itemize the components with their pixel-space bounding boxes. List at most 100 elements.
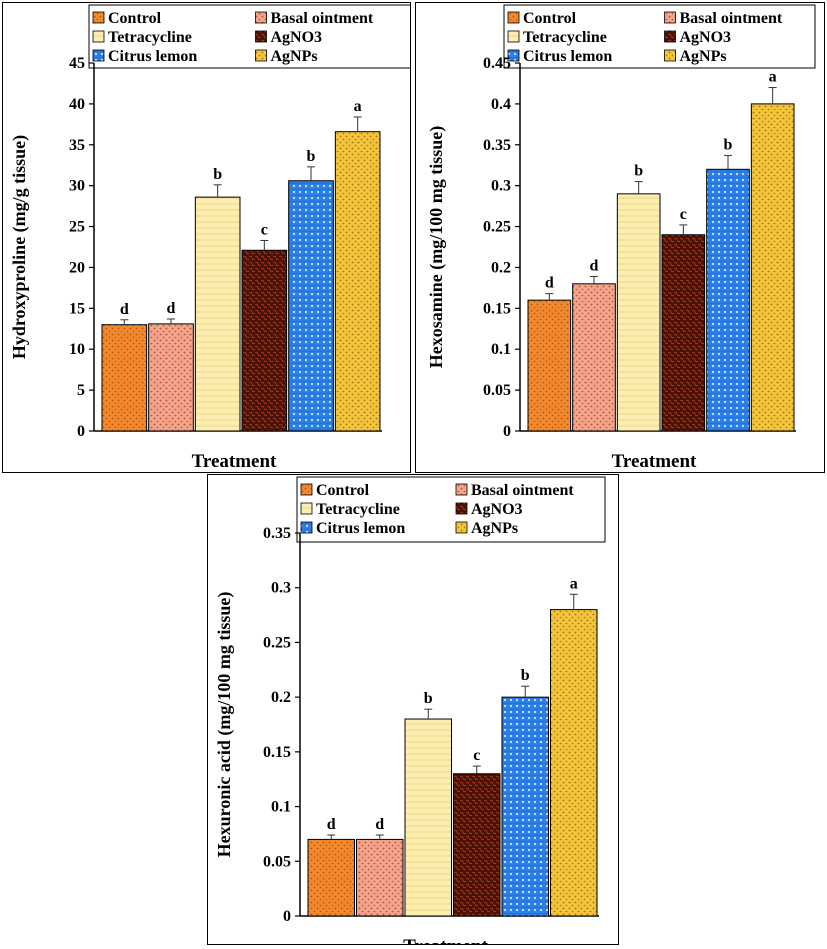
legend-label-tetracycline: Tetracycline <box>108 29 192 46</box>
y-tick-label: 0.35 <box>483 137 511 154</box>
significance-label-basal-ointment: d <box>590 257 599 274</box>
legend-label-basal-ointment: Basal ointment <box>471 482 574 499</box>
y-tick-label: 0.3 <box>271 580 291 597</box>
legend-label-tetracycline: Tetracycline <box>523 29 607 46</box>
y-tick-label: 10 <box>69 341 85 358</box>
legend-swatch-agnps <box>455 521 468 534</box>
legend-swatch-agnps <box>255 49 267 62</box>
significance-label-agno3: c <box>680 206 687 223</box>
legend-label-agno3: AgNO3 <box>680 29 732 46</box>
legend-label-agnps: AgNPs <box>271 48 318 65</box>
hexuronic-acid-chart: Control Basal ointment Tetracycline AgNO3 Ci… <box>214 476 606 949</box>
significance-label-citrus-lemon: b <box>724 136 733 153</box>
significance-label-control: d <box>120 301 129 318</box>
x-axis-title: Treatment <box>403 936 488 944</box>
y-tick-label: 0.05 <box>483 382 511 399</box>
y-tick-label: 0.45 <box>483 55 511 72</box>
bar-citrus-lemon <box>288 180 334 432</box>
bar-control <box>101 324 148 432</box>
legend: Control Basal ointment Tetracycline AgNO3 Ci… <box>88 4 413 69</box>
y-tick-label: 25 <box>69 219 85 236</box>
y-tick-label: 0.15 <box>263 744 291 761</box>
y-tick-label: 0.3 <box>491 178 511 195</box>
y-tick-label: 0 <box>503 423 511 440</box>
y-tick-label: 0.1 <box>491 341 511 358</box>
legend-label-citrus-lemon: Citrus lemon <box>108 48 197 65</box>
y-tick-label: 0 <box>77 423 85 440</box>
y-tick-label: 0.2 <box>271 689 291 706</box>
legend-box <box>296 476 606 543</box>
legend-box <box>503 4 816 69</box>
legend-label-agno3: AgNO3 <box>471 501 523 518</box>
y-tick-label: 0.05 <box>263 853 291 870</box>
legend-swatch-tetracycline <box>300 502 313 515</box>
bar-tetracycline <box>404 718 452 917</box>
legend-swatch-agno3 <box>455 502 468 515</box>
legend-label-control: Control <box>523 10 577 27</box>
bar-basal-ointment <box>572 283 616 432</box>
y-tick-label: 0.25 <box>263 634 291 651</box>
legend-swatch-control <box>300 483 313 496</box>
significance-label-basal-ointment: d <box>167 300 176 317</box>
legend-swatch-citrus-lemon <box>507 49 520 62</box>
legend-label-basal-ointment: Basal ointment <box>680 10 783 27</box>
y-tick-label: 0 <box>283 908 291 925</box>
y-tick-label: 45 <box>69 55 85 72</box>
bar-agnps <box>750 103 795 432</box>
legend-swatch-basal-ointment <box>255 11 267 24</box>
bar-citrus-lemon <box>706 168 750 432</box>
significance-label-tetracycline: b <box>424 690 433 707</box>
legend-swatch-agno3 <box>664 30 676 43</box>
significance-label-agnps: a <box>769 69 777 86</box>
significance-label-citrus-lemon: b <box>521 667 530 684</box>
legend: Control Basal ointment Tetracycline AgNO3 Ci… <box>503 4 816 69</box>
y-tick-label: 0.1 <box>271 799 291 816</box>
y-tick-label: 0.4 <box>491 96 511 113</box>
significance-label-agnps: a <box>570 575 578 592</box>
legend-label-basal-ointment: Basal ointment <box>271 10 374 27</box>
bar-citrus-lemon <box>501 696 549 917</box>
y-axis-title: Hexuronic acid (mg/100 mg tissue) <box>214 592 235 858</box>
significance-label-control: d <box>545 275 554 292</box>
hydroxyproline-chart-panel: Control Basal ointment Tetracycline AgNO3 Ci… <box>2 2 413 473</box>
legend-swatch-citrus-lemon <box>92 49 105 62</box>
bar-agno3 <box>661 234 706 432</box>
bar-tetracycline <box>194 196 241 432</box>
hydroxyproline-chart: Control Basal ointment Tetracycline AgNO3 Ci… <box>9 4 413 472</box>
legend-label-agnps: AgNPs <box>680 48 727 65</box>
y-tick-label: 35 <box>69 137 85 154</box>
hexosamine-chart: Control Basal ointment Tetracycline AgNO3 Ci… <box>426 4 816 472</box>
significance-label-basal-ointment: d <box>375 816 384 833</box>
y-tick-label: 30 <box>69 178 85 195</box>
legend: Control Basal ointment Tetracycline AgNO3 Ci… <box>296 476 606 543</box>
bar-tetracycline <box>616 193 661 432</box>
legend-swatch-agnps <box>664 49 676 62</box>
legend-swatch-basal-ointment <box>664 11 676 24</box>
x-axis-title: Treatment <box>192 451 277 472</box>
y-tick-label: 20 <box>69 259 85 276</box>
hexosamine-chart-panel: Control Basal ointment Tetracycline AgNO3 Ci… <box>415 2 825 473</box>
significance-label-agno3: c <box>473 747 480 764</box>
y-tick-label: 40 <box>69 96 85 113</box>
bar-agno3 <box>241 249 288 432</box>
significance-label-tetracycline: b <box>634 163 643 180</box>
y-tick-label: 5 <box>77 382 85 399</box>
legend-swatch-agno3 <box>255 30 267 43</box>
legend-swatch-tetracycline <box>507 30 520 43</box>
y-axis-title: Hydroxyproline (mg/g tissue) <box>9 135 30 359</box>
y-axis-title: Hexosamine (mg/100 mg tissue) <box>426 126 447 368</box>
legend-swatch-citrus-lemon <box>300 521 313 534</box>
bar-agno3 <box>453 773 501 917</box>
bar-basal-ointment <box>356 838 404 917</box>
legend-swatch-control <box>92 11 105 24</box>
y-tick-label: 0.2 <box>491 259 511 276</box>
significance-label-agno3: c <box>261 221 268 238</box>
x-axis-title: Treatment <box>612 451 697 472</box>
legend-label-citrus-lemon: Citrus lemon <box>316 520 405 537</box>
legend-label-citrus-lemon: Citrus lemon <box>523 48 612 65</box>
bar-agnps <box>334 131 381 432</box>
significance-label-tetracycline: b <box>213 166 222 183</box>
bar-agnps <box>550 609 598 917</box>
y-tick-label: 0.25 <box>483 219 511 236</box>
legend-swatch-tetracycline <box>92 30 105 43</box>
